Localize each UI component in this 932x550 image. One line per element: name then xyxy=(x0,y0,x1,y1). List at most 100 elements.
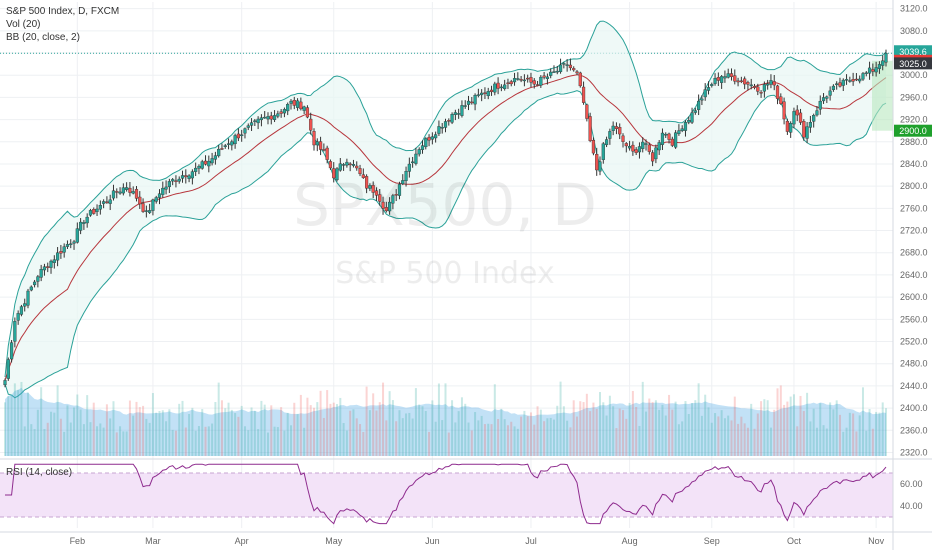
price-tag-label: 3039.6 xyxy=(899,47,927,57)
candle-body xyxy=(325,147,329,160)
candle-body xyxy=(98,205,102,210)
candle-body xyxy=(667,133,671,140)
volume-bar xyxy=(727,415,730,456)
candle-body xyxy=(486,91,490,97)
candle-body xyxy=(249,122,254,126)
candle-body xyxy=(269,115,273,120)
volume-bar xyxy=(194,430,197,456)
grid-lines xyxy=(0,2,893,528)
candle-body xyxy=(322,149,326,151)
candle-body xyxy=(460,105,464,116)
volume-bar xyxy=(464,403,467,456)
candle-body xyxy=(601,143,605,160)
candle-body xyxy=(884,53,888,63)
candle-body xyxy=(762,84,766,92)
candle-body xyxy=(861,73,865,80)
candle-body xyxy=(726,73,730,78)
candle-body xyxy=(670,138,674,146)
volume-bar xyxy=(336,404,339,456)
candle-body xyxy=(756,86,760,92)
candle-body xyxy=(710,84,714,86)
legend-title[interactable]: S&P 500 Index, D, FXCM xyxy=(6,6,119,17)
price-tag-dark xyxy=(894,57,932,70)
candle-body xyxy=(539,76,543,86)
candle-body xyxy=(736,80,740,83)
volume-bar xyxy=(691,403,694,456)
candle-body xyxy=(148,210,152,213)
volume-bar xyxy=(122,431,125,456)
candle-body xyxy=(677,130,681,134)
volume-bar xyxy=(375,410,378,456)
candle-body xyxy=(624,143,628,147)
candle-body xyxy=(453,112,457,115)
candle-body xyxy=(545,76,550,79)
volume-bar xyxy=(23,426,26,456)
price-tick-label: 2560.0 xyxy=(900,314,928,324)
volume-bar xyxy=(437,383,440,456)
volume-bar xyxy=(444,383,447,456)
volume-bar xyxy=(615,428,618,456)
volume-bar xyxy=(132,415,135,456)
volume-bar xyxy=(434,421,437,456)
candle-body xyxy=(88,210,93,216)
candle-body xyxy=(358,168,362,175)
price-tag-label: 3025.0 xyxy=(899,59,927,69)
volume-bar xyxy=(546,418,549,456)
candle-body xyxy=(877,64,882,69)
volume-bar xyxy=(50,411,53,456)
volume-bar xyxy=(878,412,881,456)
legend-rsi[interactable]: RSI (14, close) xyxy=(6,467,72,478)
candle-body xyxy=(388,201,392,212)
volume-bar xyxy=(789,396,792,456)
candle-body xyxy=(575,71,579,74)
candle-body xyxy=(292,100,296,106)
time-tick-label: Aug xyxy=(622,536,638,546)
volume-bar xyxy=(842,431,845,456)
candle-body xyxy=(266,116,270,120)
watermark-symbol: SPX500, D xyxy=(293,171,597,239)
time-tick-label: Mar xyxy=(145,536,161,546)
volume-bar xyxy=(694,400,697,456)
candle-body xyxy=(236,133,240,139)
candle-body xyxy=(46,266,50,269)
volume-bar xyxy=(875,411,878,456)
volume-bar xyxy=(424,410,427,456)
candle-body xyxy=(697,100,701,110)
time-tick-label: Feb xyxy=(70,536,86,546)
volume-bar xyxy=(204,426,207,456)
candle-body xyxy=(368,185,372,189)
volume-bar xyxy=(56,385,59,456)
candle-body xyxy=(210,158,214,164)
candle-body xyxy=(79,221,83,231)
volume-bar xyxy=(487,423,490,456)
candle-body xyxy=(105,201,109,203)
rsi-line xyxy=(5,463,887,525)
watermark-name: S&P 500 Index xyxy=(335,256,554,291)
candle-body xyxy=(59,251,63,254)
candle-body xyxy=(470,101,474,104)
legend-bollinger[interactable]: BB (20, close, 2) xyxy=(6,32,80,43)
volume-bar xyxy=(490,424,493,456)
volume-bar xyxy=(352,409,355,456)
candle-body xyxy=(848,80,852,82)
volume-bar xyxy=(720,410,723,456)
volume-bar xyxy=(779,385,782,456)
volume-bar xyxy=(641,381,644,456)
volume-bar xyxy=(717,416,720,456)
legend-volume[interactable]: Vol (20) xyxy=(6,19,40,30)
volume-ma-area xyxy=(5,387,886,456)
candle-body xyxy=(312,131,316,146)
candle-body xyxy=(572,68,576,71)
volume-bar xyxy=(783,404,786,456)
volume-bar xyxy=(500,408,503,456)
candle-body xyxy=(102,201,106,204)
time-tick-label: Jun xyxy=(425,536,440,546)
volume-bar xyxy=(651,401,654,456)
volume-bar xyxy=(483,424,486,456)
candle-body xyxy=(414,153,418,164)
candle-body xyxy=(295,100,300,108)
candle-body xyxy=(3,380,7,386)
candle-body xyxy=(716,77,720,81)
candle-body xyxy=(821,97,826,102)
